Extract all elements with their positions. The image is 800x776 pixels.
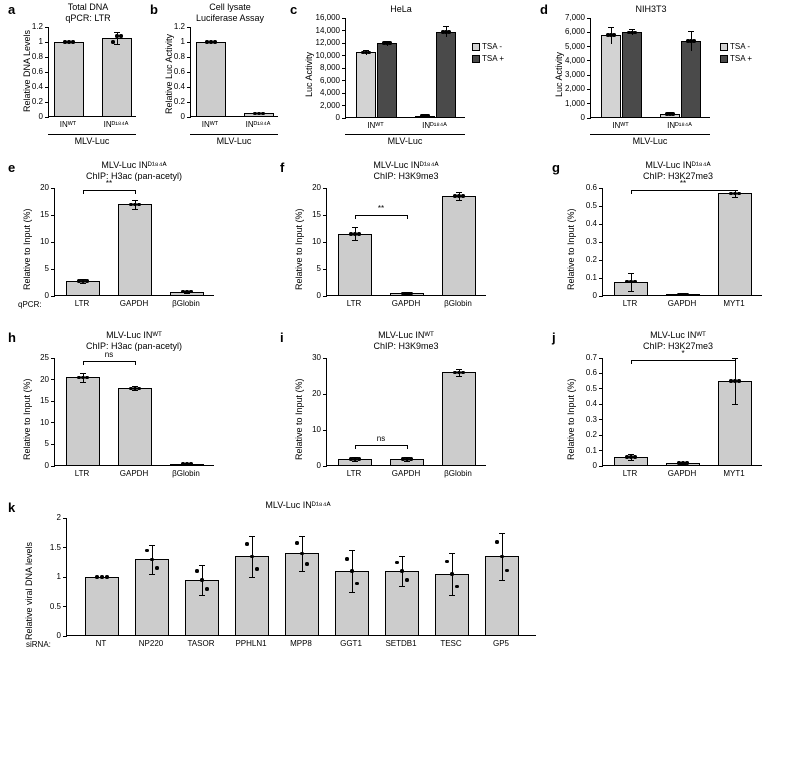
panel-g-title1: MLV-Luc INᴰ¹⁸⁴ᴬ — [598, 160, 758, 171]
panel-letter-f: f — [280, 160, 284, 175]
panel-letter-a: a — [8, 2, 15, 17]
panel-c-plot — [345, 18, 465, 118]
panel-h-plot: ns — [54, 358, 214, 466]
panel-a-title2: qPCR: LTR — [38, 13, 138, 24]
panel-j-title1: MLV-Luc INᵂᵀ — [598, 330, 758, 341]
panel-letter-c: c — [290, 2, 297, 17]
panel-k-plot — [66, 518, 536, 636]
panel-g: g MLV-Luc INᴰ¹⁸⁴ᴬ ChIP: H3K27me3 Relativ… — [552, 160, 792, 320]
panel-i-title2: ChIP: H3K9me3 — [326, 341, 486, 352]
panel-k-sirna: siRNA: — [26, 640, 51, 649]
legend-tsa-minus-d: TSA - — [720, 42, 752, 51]
panel-b-bottom: MLV-Luc — [190, 134, 278, 146]
panel-c-legend: TSA - TSA + — [472, 42, 504, 63]
panel-a-bottom: MLV-Luc — [48, 134, 136, 146]
panel-a: a Total DNA qPCR: LTR Relative DNA Level… — [8, 2, 138, 152]
panel-b-plot — [190, 27, 278, 117]
panel-e-title1: MLV-Luc INᴰ¹⁸⁴ᴬ — [54, 160, 214, 171]
panel-d: d NIH3T3 Luc Activity TSA - TSA + MLV-Lu… — [540, 2, 790, 152]
panel-h-title1: MLV-Luc INᵂᵀ — [54, 330, 214, 341]
panel-b-title2: Luciferase Assay — [180, 13, 280, 24]
panel-k-ylabel: Relative viral DNA levels — [24, 542, 34, 640]
panel-k-title: MLV-Luc INᴰ¹⁸⁴ᴬ — [68, 500, 528, 511]
legend-tsa-plus-d: TSA + — [720, 54, 752, 63]
panel-f-title2: ChIP: H3K9me3 — [326, 171, 486, 182]
panel-e-ylabel: Relative to Input (%) — [22, 208, 32, 290]
panel-letter-b: b — [150, 2, 158, 17]
panel-g-plot: ** — [602, 188, 762, 296]
panel-b: b Cell lysate Luciferase Assay Relative … — [150, 2, 280, 152]
panel-d-plot — [590, 18, 710, 118]
panel-a-title1: Total DNA — [38, 2, 138, 13]
panel-letter-h: h — [8, 330, 16, 345]
panel-f-ylabel: Relative to Input (%) — [294, 208, 304, 290]
panel-d-legend: TSA - TSA + — [720, 42, 752, 63]
panel-i-plot: ns — [326, 358, 486, 466]
panel-a-plot — [48, 27, 136, 117]
panel-letter-k: k — [8, 500, 15, 515]
panel-c: c HeLa Luc Activity TSA - TSA + MLV-Luc … — [290, 2, 540, 152]
panel-j: j MLV-Luc INᵂᵀ ChIP: H3K27me3 Relative t… — [552, 330, 792, 490]
panel-k: k MLV-Luc INᴰ¹⁸⁴ᴬ Relative viral DNA lev… — [8, 500, 568, 680]
panel-d-bottom: MLV-Luc — [590, 134, 710, 146]
panel-c-bottom: MLV-Luc — [345, 134, 465, 146]
panel-f-plot: ** — [326, 188, 486, 296]
panel-letter-e: e — [8, 160, 15, 175]
panel-e-plot: ** — [54, 188, 214, 296]
panel-j-plot: * — [602, 358, 762, 466]
panel-d-title: NIH3T3 — [586, 4, 716, 15]
legend-tsa-minus: TSA - — [472, 42, 504, 51]
panel-letter-g: g — [552, 160, 560, 175]
panel-e-title2: ChIP: H3ac (pan-acetyl) — [54, 171, 214, 182]
panel-e-qpcr: qPCR: — [18, 300, 42, 309]
panel-e: e MLV-Luc INᴰ¹⁸⁴ᴬ ChIP: H3ac (pan-acetyl… — [8, 160, 258, 320]
panel-b-title1: Cell lysate — [180, 2, 280, 13]
panel-h: h MLV-Luc INᵂᵀ ChIP: H3ac (pan-acetyl) R… — [8, 330, 258, 490]
panel-f-title1: MLV-Luc INᴰ¹⁸⁴ᴬ — [326, 160, 486, 171]
panel-f: f MLV-Luc INᴰ¹⁸⁴ᴬ ChIP: H3K9me3 Relative… — [280, 160, 530, 320]
legend-tsa-plus: TSA + — [472, 54, 504, 63]
panel-i-title1: MLV-Luc INᵂᵀ — [326, 330, 486, 341]
panel-h-title2: ChIP: H3ac (pan-acetyl) — [54, 341, 214, 352]
panel-c-title: HeLa — [336, 4, 466, 15]
panel-i: i MLV-Luc INᵂᵀ ChIP: H3K9me3 Relative to… — [280, 330, 530, 490]
panel-letter-j: j — [552, 330, 556, 345]
panel-letter-i: i — [280, 330, 284, 345]
